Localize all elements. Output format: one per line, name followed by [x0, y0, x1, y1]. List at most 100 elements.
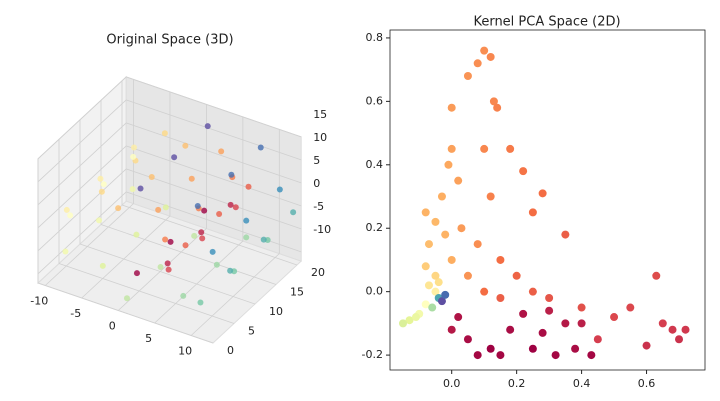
point — [561, 319, 570, 328]
x-tick-label: 0.6 — [638, 377, 656, 390]
point — [209, 248, 216, 255]
point — [100, 181, 107, 188]
y-tick-label: 15 — [290, 286, 304, 299]
point — [658, 319, 667, 328]
point — [129, 186, 136, 193]
point — [528, 344, 537, 353]
grid-line — [37, 282, 214, 344]
point — [96, 217, 103, 224]
point — [398, 319, 407, 328]
grid-line — [121, 204, 298, 266]
point — [561, 230, 570, 239]
point — [157, 264, 164, 271]
x-tick-label: -10 — [30, 295, 48, 308]
point — [67, 212, 74, 219]
grid-line — [117, 228, 207, 311]
point — [204, 123, 211, 130]
point — [424, 281, 433, 290]
point — [290, 209, 297, 216]
y-tick-label: 0 — [227, 344, 234, 357]
point — [197, 299, 204, 306]
point — [473, 240, 482, 249]
point — [155, 206, 162, 213]
grid-line — [79, 243, 256, 305]
point — [668, 325, 677, 334]
point — [428, 303, 437, 312]
point — [480, 287, 489, 296]
point — [473, 59, 482, 68]
point — [164, 260, 171, 267]
point — [626, 303, 635, 312]
grid-line — [126, 145, 302, 207]
point — [130, 153, 137, 160]
point — [610, 313, 619, 322]
point — [463, 271, 472, 280]
point — [182, 242, 189, 249]
point — [276, 186, 283, 193]
point — [115, 205, 122, 212]
point — [201, 207, 208, 214]
point — [528, 208, 537, 217]
point — [131, 144, 138, 151]
point — [421, 208, 430, 217]
point — [437, 192, 446, 201]
y-tick-label: 20 — [311, 266, 325, 279]
grid-line — [100, 224, 277, 285]
point — [519, 167, 528, 176]
point — [167, 238, 174, 245]
point — [473, 351, 482, 360]
grid-line — [37, 168, 127, 252]
point — [216, 211, 223, 218]
grid-line — [190, 253, 280, 336]
point — [496, 351, 505, 360]
point — [447, 103, 456, 112]
z-tick-label: -5 — [313, 200, 324, 213]
point — [232, 204, 239, 211]
point — [593, 335, 602, 344]
point — [99, 262, 106, 269]
point — [133, 270, 140, 277]
grid-line — [126, 76, 302, 138]
point — [431, 287, 440, 296]
point — [97, 175, 104, 182]
point — [182, 142, 189, 149]
point — [245, 183, 252, 190]
point — [441, 290, 450, 299]
chart-title: Kernel PCA Space (2D) — [473, 15, 620, 30]
point — [421, 300, 430, 309]
point — [411, 313, 420, 322]
point — [454, 176, 463, 185]
point — [519, 309, 528, 318]
point — [538, 189, 547, 198]
grid-line — [58, 263, 235, 324]
point — [199, 235, 206, 242]
point — [496, 294, 505, 303]
point — [457, 224, 466, 233]
y-tick-label: 0.8 — [366, 31, 384, 44]
grid-line — [126, 168, 302, 230]
grid-line — [37, 99, 127, 183]
grid-line — [37, 76, 127, 160]
y-tick-label: 0.6 — [366, 94, 384, 107]
point — [486, 344, 495, 353]
point — [213, 261, 220, 268]
point — [434, 278, 443, 287]
z-tick-label: 5 — [313, 154, 320, 167]
point — [447, 255, 456, 264]
z-tick-label: 15 — [313, 108, 327, 121]
point — [148, 173, 155, 180]
point — [227, 267, 234, 274]
x-tick-label: -5 — [70, 307, 81, 320]
point — [243, 217, 250, 224]
y-tick-label: 0.0 — [366, 285, 384, 298]
point — [441, 230, 450, 239]
point — [137, 185, 144, 192]
point — [489, 97, 498, 106]
point — [171, 154, 178, 161]
y-tick-label: 10 — [269, 305, 283, 318]
point — [652, 271, 661, 280]
point — [538, 328, 547, 337]
point — [577, 319, 586, 328]
point — [424, 240, 433, 249]
